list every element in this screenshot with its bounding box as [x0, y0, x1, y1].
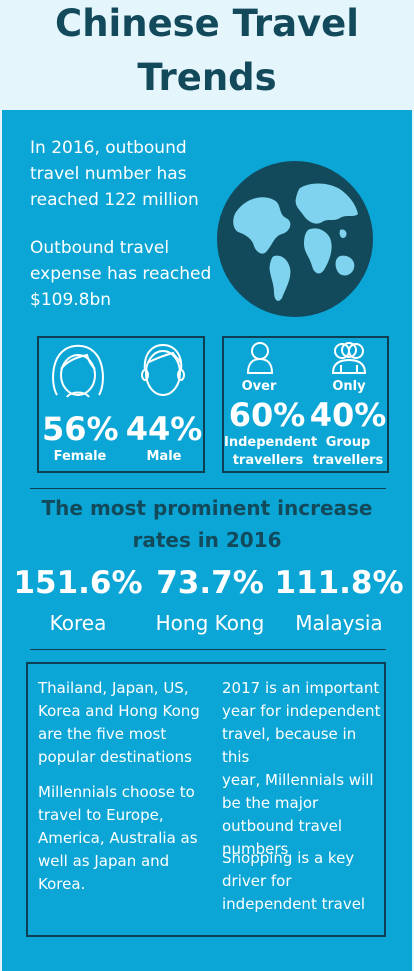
independent-prefix: Over [241, 379, 277, 394]
notes-box [26, 662, 386, 937]
female-percent: 56% [42, 410, 119, 448]
header: Chinese Travel Trends [0, 0, 414, 110]
page-title-line2: Trends [137, 56, 277, 99]
male-face-icon [135, 341, 191, 399]
hongkong-rate: 73.7% [156, 565, 264, 601]
page-title-line1: Chinese Travel [55, 2, 359, 45]
divider-top [30, 488, 386, 489]
travel-type-box [222, 336, 389, 473]
female-face-icon [47, 341, 109, 399]
increase-title-line1: The most prominent increase [41, 496, 373, 520]
male-label: Male [146, 449, 182, 464]
hongkong-label: Hong Kong [155, 611, 265, 635]
korea-rate: 151.6% [13, 565, 143, 601]
divider-bottom [30, 649, 386, 650]
group-people-icon [330, 341, 368, 375]
shopping-driver-text: Shopping is a key driver for independent… [222, 849, 366, 913]
independent-travel-2017-text: 2017 is an important year for independen… [222, 679, 381, 858]
malaysia-label: Malaysia [295, 611, 383, 635]
gender-box [37, 336, 205, 473]
independent-label: Independent travellers [224, 435, 318, 468]
outbound-number-text: In 2016, outbound travel number has reac… [30, 138, 199, 210]
millennials-destinations-text: Millennials choose to travel to Europe, … [38, 783, 198, 893]
korea-label: Korea [49, 611, 107, 635]
single-person-icon [245, 341, 275, 375]
increase-title-line2: rates in 2016 [132, 528, 282, 552]
female-label: Female [53, 449, 107, 464]
group-label: Group travellers [312, 435, 384, 468]
outbound-expense-text: Outbound travel expense has reached $109… [30, 238, 212, 310]
malaysia-rate: 111.8% [274, 565, 404, 601]
popular-destinations-text: Thailand, Japan, US, Korea and Hong Kong… [38, 679, 200, 766]
group-percent: 40% [309, 396, 387, 434]
male-percent: 44% [125, 410, 203, 448]
group-prefix: Only [332, 379, 366, 394]
globe-icon [216, 160, 374, 318]
independent-percent: 60% [228, 396, 306, 434]
